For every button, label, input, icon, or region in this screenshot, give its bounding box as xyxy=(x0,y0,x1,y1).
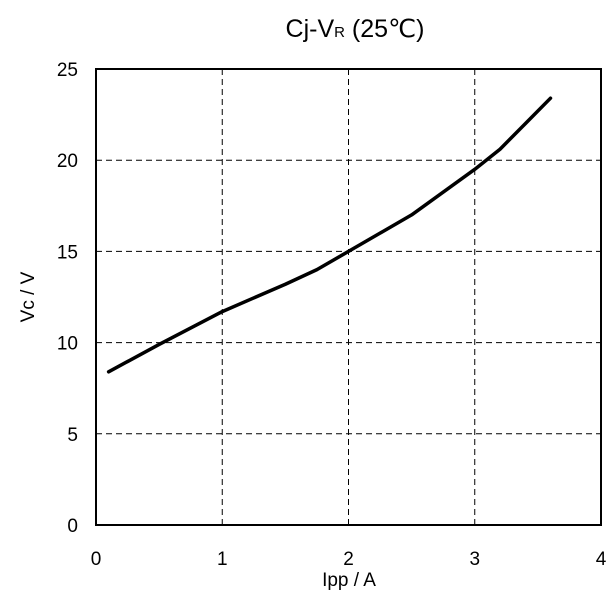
y-tick-label: 20 xyxy=(57,151,78,172)
x-axis-label: Ipp / A xyxy=(322,570,376,591)
chart-title-main: Cj-V xyxy=(286,15,335,43)
y-tick-label: 15 xyxy=(57,242,78,263)
grid-lines xyxy=(96,69,601,525)
chart-title-suffix: (25℃) xyxy=(345,15,424,43)
x-tick-label: 2 xyxy=(343,549,354,570)
y-tick-label: 5 xyxy=(67,425,78,446)
x-axis-tick-labels: 0 1 2 3 4 xyxy=(91,549,607,570)
y-tick-label: 0 xyxy=(67,516,78,537)
y-axis-label: Vc / V xyxy=(18,271,39,322)
x-tick-label: 4 xyxy=(596,549,607,570)
chart-title-subscript: R xyxy=(334,24,345,41)
y-tick-label: 25 xyxy=(57,60,78,81)
series-layer xyxy=(106,96,553,374)
chart-title: Cj-VR (25℃) xyxy=(286,15,425,43)
series-line xyxy=(106,96,553,374)
y-tick-label: 10 xyxy=(57,334,78,355)
y-axis-tick-labels: 0 5 10 15 20 25 xyxy=(57,60,78,537)
plot-area-frame xyxy=(95,68,602,526)
x-tick-label: 3 xyxy=(469,549,480,570)
x-tick-label: 0 xyxy=(91,549,102,570)
x-tick-label: 1 xyxy=(217,549,228,570)
